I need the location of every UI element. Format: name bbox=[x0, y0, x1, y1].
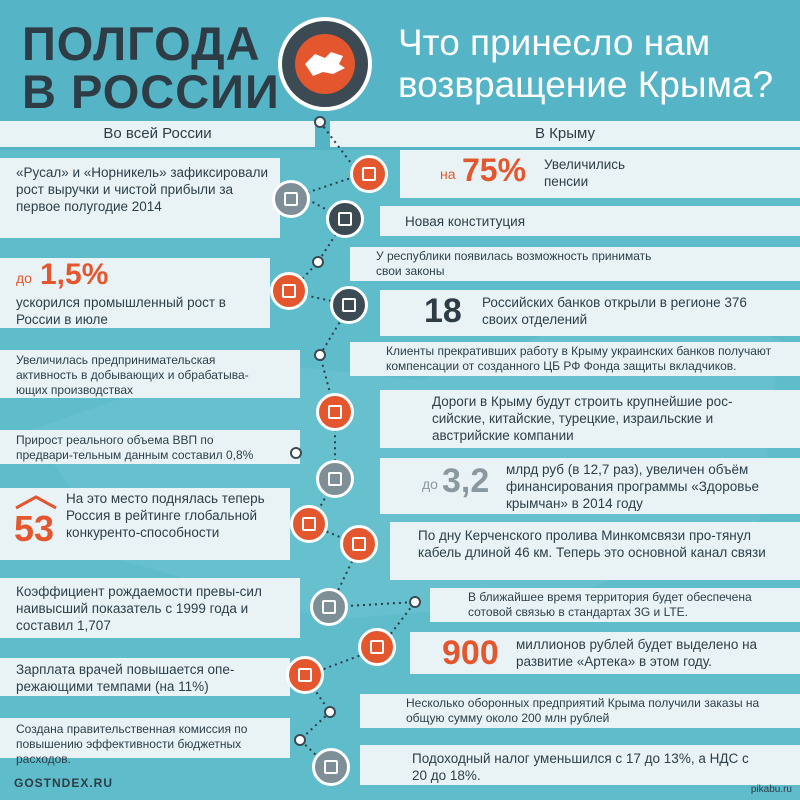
right-item-6: Дороги в Крыму будут строить крупнейшие … bbox=[432, 394, 733, 443]
right-band-5 bbox=[350, 342, 800, 376]
right-item-10-text: миллионов рублей будет выделено на разви… bbox=[516, 637, 758, 669]
left-band-2 bbox=[0, 258, 270, 328]
left-item-5-value: 53 bbox=[14, 508, 55, 549]
left-item-8: Создана правительственная комиссия по по… bbox=[16, 722, 248, 766]
wallet-icon bbox=[362, 167, 376, 181]
right-band-4 bbox=[380, 290, 800, 336]
right-item-2: Новая конституция bbox=[405, 214, 526, 229]
left-item-7: Зарплата врачей повышается опе-режающими… bbox=[16, 662, 235, 694]
right-item-3: У республики появилась возможность прини… bbox=[376, 249, 652, 278]
right-band-8 bbox=[390, 522, 800, 580]
buildings-icon bbox=[302, 517, 316, 531]
timeline-dot bbox=[324, 706, 336, 718]
right-band-7 bbox=[380, 458, 800, 514]
title-line-1: ПОЛГОДА bbox=[22, 17, 261, 70]
right-band-2 bbox=[380, 206, 800, 236]
column-header-right: В Крыму bbox=[330, 121, 800, 147]
page-title: ПОЛГОДА В РОССИИ bbox=[22, 20, 280, 116]
roads-circle bbox=[316, 393, 354, 431]
right-item-7-prefix: до bbox=[422, 476, 438, 492]
revenue-circle bbox=[272, 180, 310, 218]
header: ПОЛГОДА В РОССИИ Что принесло нам возвра… bbox=[0, 0, 800, 118]
left-item-2-prefix: до bbox=[16, 270, 32, 286]
rating-circle bbox=[290, 505, 328, 543]
chart-icon bbox=[284, 192, 298, 206]
left-band-5 bbox=[0, 488, 290, 560]
health-circle bbox=[316, 460, 354, 498]
timeline-dot bbox=[290, 447, 302, 459]
banks-circle bbox=[330, 286, 368, 324]
tent-icon bbox=[370, 640, 384, 654]
medkit-icon bbox=[328, 472, 342, 486]
left-item-1: «Русал» и «Норникель» зафиксировали рост… bbox=[16, 165, 269, 214]
right-item-1-prefix: на bbox=[440, 166, 456, 182]
right-band-11 bbox=[360, 694, 800, 728]
artek-circle bbox=[358, 628, 396, 666]
crimea-logo bbox=[278, 17, 372, 111]
page-subtitle: Что принесло нам возвращение Крыма? bbox=[398, 22, 773, 106]
right-item-8: По дну Керченского пролива Минкомсвязи п… bbox=[418, 528, 766, 560]
right-item-1-text: Увеличились пенсии bbox=[544, 157, 626, 189]
left-item-3: Увеличилась предпринимательская активнос… bbox=[16, 353, 249, 397]
left-band-1 bbox=[0, 158, 280, 238]
column-header-left: Во всей России bbox=[0, 121, 315, 147]
constitution-circle bbox=[326, 200, 364, 238]
right-item-1-value: 75% bbox=[462, 152, 527, 188]
antenna-icon bbox=[352, 537, 366, 551]
timeline-dot bbox=[312, 256, 324, 268]
bank-icon bbox=[342, 298, 356, 312]
right-item-12: Подоходный налог уменьшился с 17 до 13%,… bbox=[412, 751, 749, 783]
right-band-9 bbox=[430, 588, 800, 622]
column-header-right-label: В Крыму bbox=[534, 125, 595, 142]
right-band-10 bbox=[410, 632, 800, 674]
timeline-dot bbox=[409, 596, 421, 608]
timeline-dot bbox=[294, 734, 306, 746]
chevron-up-icon bbox=[15, 495, 57, 510]
left-band-6 bbox=[0, 578, 300, 638]
gear-icon bbox=[324, 760, 338, 774]
right-band-12 bbox=[360, 745, 800, 785]
subtitle-line-2: возвращение Крыма? bbox=[398, 64, 774, 105]
cable-circle bbox=[340, 525, 378, 563]
right-band-3 bbox=[350, 247, 800, 281]
factory-icon bbox=[282, 284, 296, 298]
timeline-dot bbox=[314, 116, 326, 128]
right-item-4-text: Российских банков открыли в регионе 376 … bbox=[482, 295, 747, 327]
left-item-6: Коэффициент рождаемости превы-сил наивыс… bbox=[16, 584, 262, 633]
left-band-8 bbox=[0, 718, 290, 758]
left-item-4: Прирост реального объема ВВП по предвари… bbox=[16, 433, 254, 462]
book-icon bbox=[338, 212, 352, 226]
caduceus-icon bbox=[298, 668, 312, 682]
timeline-dot bbox=[314, 349, 326, 361]
road-icon bbox=[328, 405, 342, 419]
left-item-2-text: ускорился промышленный рост в России в и… bbox=[16, 295, 226, 327]
tax-circle bbox=[312, 748, 350, 786]
birthrate-circle bbox=[310, 588, 348, 626]
watermark: pikabu.ru bbox=[750, 784, 792, 795]
right-item-10-value: 900 bbox=[442, 634, 499, 672]
people-icon bbox=[322, 600, 336, 614]
industry-circle bbox=[270, 272, 308, 310]
left-item-5-text: На это место поднялась теперь Россия в р… bbox=[66, 491, 265, 540]
right-item-5: Клиенты прекративших работу в Крыму укра… bbox=[386, 344, 772, 373]
right-band-6 bbox=[380, 390, 800, 448]
brand-logo: GOSTNDEX.RU bbox=[14, 776, 114, 790]
right-item-11: Несколько оборонных предприятий Крыма по… bbox=[406, 696, 760, 725]
column-header-left-label: Во всей России bbox=[103, 125, 212, 142]
right-item-7-text: млрд руб (в 12,7 раз), увеличен объём фи… bbox=[506, 462, 760, 511]
left-item-2-value: 1,5% bbox=[40, 258, 109, 291]
crimea-map-icon bbox=[295, 34, 355, 94]
left-band-3 bbox=[0, 350, 300, 398]
right-band-1 bbox=[400, 150, 800, 198]
subtitle-line-1: Что принесло нам bbox=[398, 22, 711, 63]
right-item-7-value: 3,2 bbox=[442, 462, 490, 500]
left-band-4 bbox=[0, 430, 300, 464]
right-item-9: В ближайшее время территория будет обесп… bbox=[468, 590, 752, 619]
pension-circle bbox=[350, 155, 388, 193]
left-band-7 bbox=[0, 658, 290, 696]
doctors-circle bbox=[286, 656, 324, 694]
right-item-4-value: 18 bbox=[424, 292, 462, 330]
title-line-2: В РОССИИ bbox=[22, 65, 280, 118]
